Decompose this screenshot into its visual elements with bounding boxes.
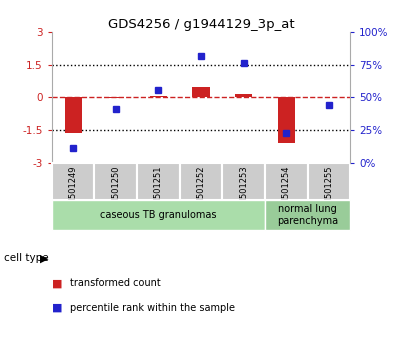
Text: GSM501255: GSM501255 [324,166,334,216]
Bar [52,163,94,200]
Bar [179,163,222,200]
Text: ■: ■ [52,278,62,288]
Text: caseous TB granulomas: caseous TB granulomas [100,210,217,220]
Bar [137,163,179,200]
Text: GSM501250: GSM501250 [111,166,120,216]
Text: GSM501251: GSM501251 [154,166,163,216]
Bar [64,97,82,133]
Bar [193,87,209,97]
Text: ■: ■ [52,303,62,313]
Text: percentile rank within the sample: percentile rank within the sample [70,303,235,313]
Title: GDS4256 / g1944129_3p_at: GDS4256 / g1944129_3p_at [108,18,294,31]
Text: GSM501253: GSM501253 [239,166,248,216]
Text: transformed count: transformed count [70,278,160,288]
Bar [265,163,308,200]
Bar [94,163,137,200]
Bar [265,200,350,230]
Bar [107,97,124,98]
Text: normal lung
parenchyma: normal lung parenchyma [277,204,338,226]
Text: GSM501252: GSM501252 [197,166,205,216]
Bar [235,94,252,97]
Bar [52,200,265,230]
Bar [150,96,167,97]
Bar [222,163,265,200]
Text: GSM501249: GSM501249 [68,166,78,216]
Text: ▶: ▶ [40,253,48,263]
Text: GSM501254: GSM501254 [282,166,291,216]
Bar [278,97,295,143]
Bar [308,163,350,200]
Text: cell type: cell type [4,253,49,263]
